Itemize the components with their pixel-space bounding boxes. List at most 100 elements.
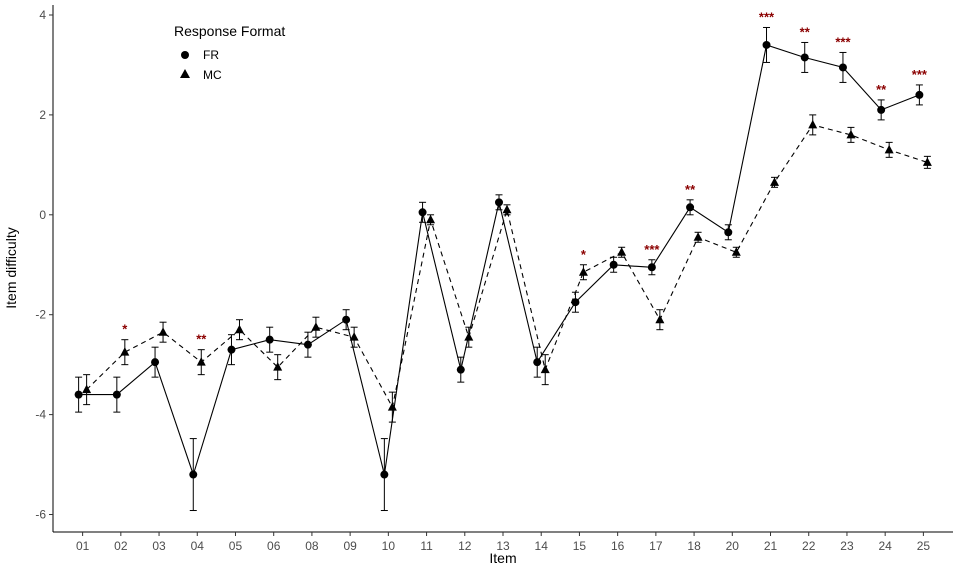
point-mc [922, 157, 932, 166]
point-fr [877, 105, 886, 114]
significance-label: *** [759, 9, 775, 24]
y-tick-label: 2 [39, 108, 46, 122]
significance-label: * [581, 247, 587, 262]
point-mc [120, 347, 130, 356]
point-fr [265, 335, 274, 344]
significance-label: ** [876, 82, 887, 97]
point-fr [380, 470, 389, 479]
x-axis-title: Item [489, 550, 516, 566]
markers [74, 40, 932, 479]
legend-label-fr: FR [203, 48, 219, 62]
point-mc [770, 177, 780, 186]
series-lines [78, 44, 928, 477]
y-axis-ticks: -6 -4 -2 0 2 4 [35, 8, 53, 522]
point-mc [234, 324, 244, 334]
point-fr [762, 40, 771, 49]
point-fr [342, 315, 351, 324]
x-tick-label: 23 [840, 539, 854, 553]
point-fr [151, 358, 160, 367]
legend-marker-fr [181, 51, 189, 59]
point-fr [609, 260, 618, 269]
y-tick-label: -6 [35, 508, 46, 522]
point-mc [158, 327, 168, 336]
x-axis-ticks: 01 02 03 04 05 06 08 09 10 11 12 13 14 15 16 17 18 20 21 22… [76, 532, 930, 553]
x-tick-label: 13 [496, 539, 510, 553]
x-tick-label: 10 [382, 539, 396, 553]
x-tick-label: 14 [535, 539, 549, 553]
significance-label: * [122, 322, 128, 337]
x-tick-label: 17 [649, 539, 663, 553]
y-tick-label: -2 [35, 308, 46, 322]
y-tick-label: 0 [39, 208, 46, 222]
x-tick-label: 12 [458, 539, 472, 553]
x-tick-label: 06 [267, 539, 281, 553]
point-mc [502, 204, 512, 214]
point-mc [578, 267, 588, 276]
legend-label-mc: MC [203, 68, 222, 82]
x-tick-label: 18 [687, 539, 701, 553]
x-tick-label: 03 [152, 539, 166, 553]
significance-label: ** [800, 24, 811, 39]
point-mc [808, 119, 818, 129]
point-fr [724, 228, 733, 237]
y-tick-label: 4 [39, 8, 46, 22]
significance-label: *** [644, 242, 660, 257]
point-mc [693, 232, 703, 241]
point-fr [647, 263, 656, 272]
point-mc [884, 144, 894, 154]
point-fr [303, 340, 312, 349]
point-fr [800, 53, 809, 62]
point-fr [456, 365, 465, 374]
y-axis-title: Item difficulty [3, 227, 19, 308]
x-tick-label: 04 [191, 539, 205, 553]
point-mc [846, 129, 856, 139]
point-mc [311, 322, 321, 331]
point-fr [571, 298, 580, 307]
point-fr [495, 198, 503, 207]
point-fr [227, 345, 236, 354]
x-tick-label: 25 [917, 539, 931, 553]
point-mc [273, 362, 283, 371]
point-mc [617, 247, 627, 256]
point-mc [540, 364, 550, 374]
point-fr [112, 390, 121, 399]
significance-label: ** [685, 182, 696, 197]
point-mc [349, 332, 359, 341]
error-bars [75, 26, 931, 512]
legend-marker-mc [180, 69, 190, 78]
point-mc [387, 402, 397, 411]
x-tick-label: 01 [76, 539, 90, 553]
x-tick-label: 11 [420, 539, 433, 553]
x-tick-label: 21 [764, 539, 778, 553]
y-tick-label: -4 [35, 408, 46, 422]
point-mc [731, 247, 741, 256]
x-tick-label: 20 [726, 539, 740, 553]
legend: Response Format FR MC [174, 23, 285, 82]
x-tick-label: 02 [114, 539, 128, 553]
significance-label: *** [835, 34, 851, 49]
point-fr [838, 63, 847, 72]
point-fr [686, 203, 695, 212]
legend-title: Response Format [174, 23, 285, 39]
point-fr [189, 470, 198, 479]
series-line-fr [78, 44, 920, 477]
x-tick-label: 09 [343, 539, 357, 553]
significance-annotations: **** ****************** [122, 9, 928, 346]
point-mc [82, 384, 92, 394]
point-mc [196, 357, 206, 366]
point-fr [533, 358, 542, 367]
x-tick-label: 24 [878, 539, 892, 553]
significance-label: ** [196, 332, 207, 347]
series-line-mc [86, 124, 928, 409]
x-tick-label: 22 [802, 539, 816, 553]
point-mc [464, 332, 474, 341]
x-tick-label: 15 [573, 539, 587, 553]
point-fr [74, 390, 83, 399]
x-tick-label: 08 [305, 539, 319, 553]
significance-label: *** [912, 67, 928, 82]
point-fr [418, 208, 427, 217]
point-fr [915, 90, 924, 99]
point-mc [655, 314, 665, 324]
